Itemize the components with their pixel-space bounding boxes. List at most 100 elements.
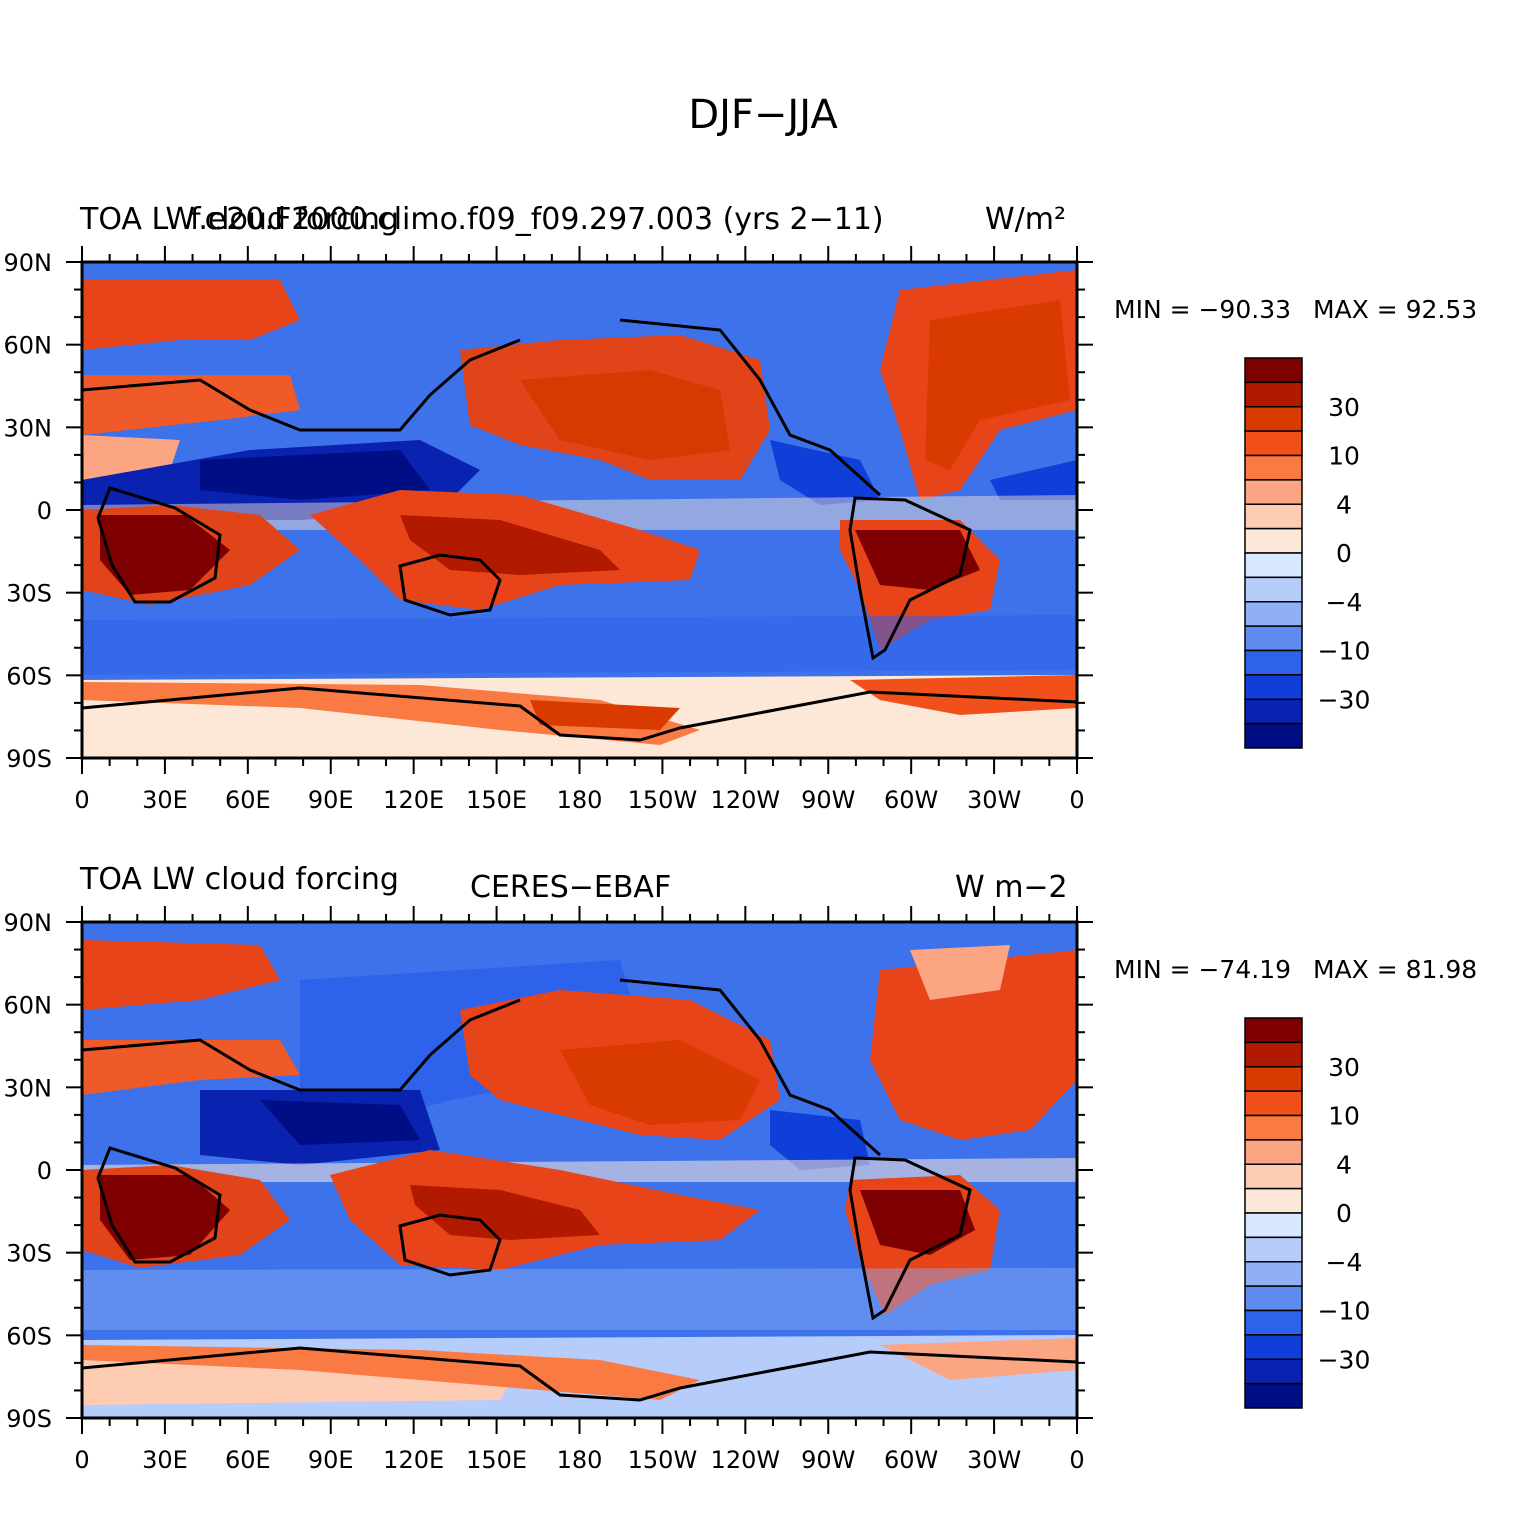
panel-2-axis-ticks bbox=[66, 906, 1093, 1434]
panel-1-center-label: f.e20.F2000.climo.f09_f09.297.003 (yrs 2… bbox=[190, 202, 884, 237]
colorbar-segment bbox=[1244, 430, 1303, 457]
colorbar-segment bbox=[1244, 357, 1303, 384]
colorbar-label: 10 bbox=[1328, 1102, 1360, 1131]
colorbar-label: 30 bbox=[1328, 1053, 1360, 1082]
colorbar-segment bbox=[1244, 1309, 1303, 1336]
panel-2-colorbar: 30 10 4 0 −4 −10 −30 bbox=[1244, 1017, 1371, 1409]
colorbar-segment bbox=[1244, 649, 1303, 676]
lat-tick-label: 0 bbox=[37, 1157, 52, 1185]
colorbar-label: 4 bbox=[1336, 490, 1352, 519]
colorbar-label: −10 bbox=[1318, 637, 1371, 666]
lon-tick-label: 60E bbox=[225, 786, 271, 814]
lon-tick-label: 0 bbox=[74, 786, 89, 814]
lon-tick-label: 30W bbox=[967, 1446, 1021, 1474]
lon-tick-label: 90E bbox=[308, 1446, 354, 1474]
colorbar-segment bbox=[1244, 722, 1303, 749]
panel-2-units-label: W m−2 bbox=[955, 870, 1068, 905]
lon-tick-label: 120W bbox=[711, 786, 781, 814]
lon-tick-label: 30E bbox=[142, 786, 188, 814]
colorbar-segment bbox=[1244, 1261, 1303, 1287]
colorbar-segment bbox=[1244, 1114, 1303, 1141]
lon-tick-label: 0 bbox=[74, 1446, 89, 1474]
lat-tick-label: 60S bbox=[6, 662, 52, 690]
colorbar-segment bbox=[1244, 698, 1303, 725]
colorbar-segment bbox=[1244, 1382, 1303, 1409]
panel-2-colorbar-boxes bbox=[1244, 1017, 1303, 1409]
main-title: DJF−JJA bbox=[688, 92, 838, 138]
lon-tick-label: 60E bbox=[225, 1446, 271, 1474]
colorbar-segment bbox=[1244, 1163, 1303, 1190]
panel-1-left-label: TOA LW cloud forcing bbox=[80, 202, 399, 237]
colorbar-segment bbox=[1244, 381, 1303, 408]
colorbar-segment bbox=[1244, 1066, 1303, 1092]
lat-tick-label: 30S bbox=[6, 1240, 52, 1268]
panel-2-map: 90N 60N 30N 0 30S 60S 90S 0 30E 60E 90E 120E 150E 18… bbox=[4, 906, 1093, 1474]
lon-tick-label: 120E bbox=[383, 786, 444, 814]
lat-tick-label: 90N bbox=[4, 909, 53, 937]
lon-tick-label: 150E bbox=[466, 1446, 527, 1474]
lat-tick-label: 60N bbox=[4, 332, 53, 360]
panel-1-units-label: W/m² bbox=[985, 202, 1067, 237]
lon-tick-label: 60W bbox=[884, 1446, 938, 1474]
colorbar-segment bbox=[1244, 503, 1303, 530]
colorbar-segment bbox=[1244, 1041, 1303, 1068]
panel-1-lat-labels: 90N 60N 30N 0 30S 60S 90S bbox=[4, 249, 53, 773]
colorbar-segment bbox=[1244, 1285, 1303, 1312]
colorbar-segment bbox=[1244, 1139, 1303, 1165]
lat-tick-label: 90N bbox=[4, 249, 53, 277]
lon-tick-label: 180 bbox=[557, 1446, 603, 1474]
lon-tick-label: 150W bbox=[628, 1446, 698, 1474]
colorbar-segment bbox=[1244, 1187, 1303, 1214]
panel-1-map-field bbox=[81, 262, 1078, 758]
lat-tick-label: 60S bbox=[6, 1322, 52, 1350]
lon-tick-label: 60W bbox=[884, 786, 938, 814]
colorbar-segment bbox=[1244, 527, 1303, 554]
colorbar-segment bbox=[1244, 1090, 1303, 1117]
lat-tick-label: 30S bbox=[6, 580, 52, 608]
panel-2-center-label: CERES−EBAF bbox=[470, 870, 672, 905]
colorbar-segment bbox=[1244, 552, 1303, 579]
panel-1-max-label: MAX = 92.53 bbox=[1313, 295, 1478, 324]
colorbar-segment bbox=[1244, 1017, 1303, 1044]
lon-tick-label: 180 bbox=[557, 786, 603, 814]
lon-tick-label: 30W bbox=[967, 786, 1021, 814]
colorbar-label: 10 bbox=[1328, 442, 1360, 471]
colorbar-label: −4 bbox=[1326, 588, 1363, 617]
lon-tick-label: 30E bbox=[142, 1446, 188, 1474]
lat-tick-label: 90S bbox=[6, 1405, 52, 1433]
panel-1-map: 90N 60N 30N 0 30S 60S 90S 0 30E 60E 90E 120E 150E 18… bbox=[4, 246, 1093, 814]
lon-tick-label: 0 bbox=[1069, 786, 1084, 814]
colorbar-label: 0 bbox=[1336, 1199, 1352, 1228]
colorbar-segment bbox=[1244, 479, 1303, 505]
colorbar-label: −30 bbox=[1318, 685, 1371, 714]
panel-2-lon-labels: 0 30E 60E 90E 120E 150E 180 150W 120W 90W 60W 30W 0 bbox=[74, 1446, 1084, 1474]
colorbar-segment bbox=[1244, 625, 1303, 652]
panel-2-min-label: MIN = −74.19 bbox=[1114, 955, 1292, 984]
panel-1-colorbar-labels: 30 10 4 0 −4 −10 −30 bbox=[1318, 393, 1371, 715]
colorbar-label: 30 bbox=[1328, 393, 1360, 422]
panel-1-lon-labels: 0 30E 60E 90E 120E 150E 180 150W 120W 90W 60W 30W 0 bbox=[74, 786, 1084, 814]
colorbar-segment bbox=[1244, 1236, 1303, 1263]
colorbar-segment bbox=[1244, 406, 1303, 432]
panel-2-colorbar-labels: 30 10 4 0 −4 −10 −30 bbox=[1318, 1053, 1371, 1375]
lat-tick-label: 90S bbox=[6, 745, 52, 773]
colorbar-segment bbox=[1244, 1358, 1303, 1385]
lon-tick-label: 120W bbox=[711, 1446, 781, 1474]
lon-tick-label: 120E bbox=[383, 1446, 444, 1474]
colorbar-segment bbox=[1244, 1212, 1303, 1239]
colorbar-label: −30 bbox=[1318, 1345, 1371, 1374]
lon-tick-label: 0 bbox=[1069, 1446, 1084, 1474]
lat-tick-label: 0 bbox=[37, 497, 52, 525]
panel-1-min-label: MIN = −90.33 bbox=[1114, 295, 1292, 324]
lat-tick-label: 30N bbox=[4, 1074, 53, 1102]
lon-tick-label: 90E bbox=[308, 786, 354, 814]
panel-2-max-label: MAX = 81.98 bbox=[1313, 955, 1478, 984]
lat-tick-label: 30N bbox=[4, 414, 53, 442]
panel-2-map-field bbox=[81, 922, 1078, 1418]
colorbar-segment bbox=[1244, 674, 1303, 700]
colorbar-segment bbox=[1244, 576, 1303, 603]
colorbar-label: −10 bbox=[1318, 1297, 1371, 1326]
lon-tick-label: 150W bbox=[628, 786, 698, 814]
colorbar-label: −4 bbox=[1326, 1248, 1363, 1277]
panel-1-colorbar: 30 10 4 0 −4 −10 −30 bbox=[1244, 357, 1371, 749]
